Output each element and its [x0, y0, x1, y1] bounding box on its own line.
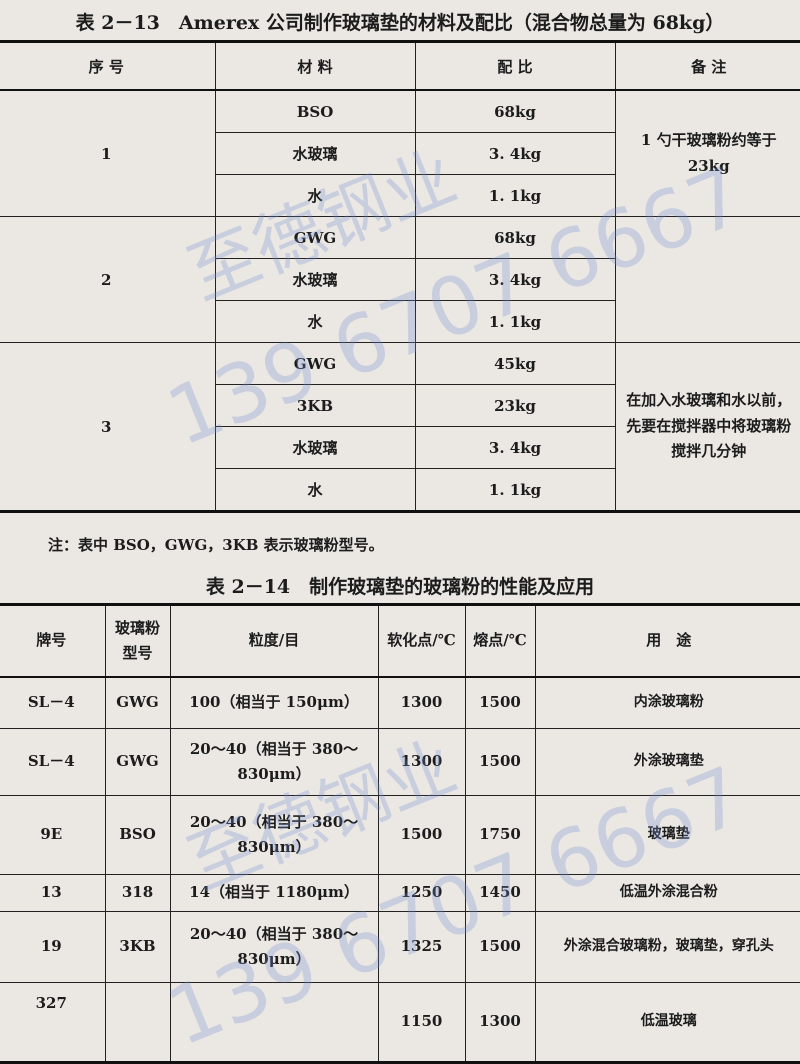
remark-cell: 在加入水玻璃和水以前，先要在搅拌器中将玻璃粉搅拌几分钟: [614, 342, 800, 512]
table-cell: 100（相当于 150μm）: [169, 676, 379, 729]
table-cell: 9E: [0, 795, 106, 875]
table-cell: SL－4: [0, 676, 106, 729]
table1-note: 注：表中 BSO，GWG，3KB 表示玻璃粉型号。: [48, 536, 384, 554]
ratio-cell: 3. 4kg: [414, 426, 615, 469]
ratio-cell: 3. 4kg: [414, 258, 615, 301]
column-header: 玻璃粉型号: [104, 604, 171, 678]
table-row: 水玻璃 3. 4kg: [0, 132, 800, 175]
table-cell: 外涂玻璃垫: [534, 728, 800, 796]
ratio-cell: 68kg: [414, 216, 616, 259]
table-row: SL－4 GWG 100（相当于 150μm） 1300 1500 内涂玻璃粉: [0, 676, 800, 729]
table-cell: 1500: [377, 795, 466, 875]
table-cell: 1500: [464, 676, 536, 729]
material-cell: 3KB: [215, 384, 416, 427]
table-cell: [104, 982, 171, 1063]
table-cell: 外涂混合玻璃粉，玻璃垫，穿孔头: [534, 911, 800, 983]
material-cell: 水玻璃: [215, 258, 416, 301]
table-cell: GWG: [104, 728, 171, 796]
table-cell: 13: [0, 874, 106, 912]
table-row: 1 BSO 68kg 1 勺干玻璃粉约等于 23kg: [0, 89, 800, 217]
material-cell: 水: [215, 300, 416, 343]
table-cell: 玻璃垫: [534, 795, 800, 875]
table-cell: 327: [0, 982, 106, 1063]
table-cell: 低温玻璃: [534, 982, 800, 1063]
table-row: 水玻璃 3. 4kg: [0, 426, 800, 469]
remark-cell: [614, 216, 800, 343]
row-number: 3: [0, 342, 216, 512]
table-cell: 1300: [377, 728, 466, 796]
ratio-cell: 45kg: [414, 342, 616, 385]
table-cell: 1250: [377, 874, 466, 912]
table-cell: 1325: [377, 911, 466, 983]
table1-title: 表 2－13 Amerex 公司制作玻璃垫的材料及配比（混合物总量为 68kg）: [75, 12, 725, 34]
table-cell: 内涂玻璃粉: [534, 676, 800, 729]
material-cell: 水玻璃: [215, 132, 416, 175]
glass-powder-table: 牌号 玻璃粉型号 粒度/目 软化点/℃ 熔点/℃ 用 途 SL－4 GWG 100（相当于 1…: [0, 603, 800, 1064]
table-cell: 1500: [464, 728, 536, 796]
row-number: 1: [0, 89, 216, 217]
table-cell: 20～40（相当于 380～830μm）: [169, 795, 379, 875]
table-row: 2 GWG 68kg: [0, 216, 800, 343]
column-header: 粒度/目: [169, 604, 379, 678]
table-cell: SL－4: [0, 728, 106, 796]
column-header: 熔点/℃: [464, 604, 536, 678]
material-cell: GWG: [214, 342, 416, 385]
column-header: 材 料: [214, 41, 416, 91]
table-row: 水 1. 1kg: [0, 468, 800, 512]
column-header: 软化点/℃: [377, 604, 466, 678]
table-row: 19 3KB 20～40（相当于 380～830μm） 1325 1500 外涂混合玻璃粉…: [0, 911, 800, 983]
ratio-cell: 68kg: [414, 89, 616, 133]
table-cell: 20～40（相当于 380～830μm）: [169, 728, 379, 796]
ratio-cell: 23kg: [414, 384, 615, 427]
table-cell: 3KB: [104, 911, 171, 983]
remark-cell: 1 勺干玻璃粉约等于 23kg: [614, 89, 800, 217]
table-row: 13 318 14（相当于 1180μm） 1250 1450 低温外涂混合粉: [0, 874, 800, 912]
table-row: 水 1. 1kg: [0, 300, 800, 343]
ratio-cell: 1. 1kg: [414, 174, 615, 217]
table2-title: 表 2－14 制作玻璃垫的玻璃粉的性能及应用: [205, 576, 595, 598]
table-cell: 1300: [377, 676, 466, 729]
table-row: 3 GWG 45kg 在加入水玻璃和水以前，先要在搅拌器中将玻璃粉搅拌几分钟: [0, 342, 800, 512]
row-number: 2: [0, 216, 216, 343]
material-cell: BSO: [214, 89, 416, 133]
material-cell: GWG: [214, 216, 416, 259]
column-header: 牌号: [0, 604, 106, 678]
table-cell: 1150: [377, 982, 466, 1063]
column-header: 序 号: [0, 41, 216, 91]
column-header: 配 比: [414, 41, 616, 91]
table-cell: BSO: [104, 795, 171, 875]
material-cell: 水: [215, 468, 416, 512]
table-cell: 318: [104, 874, 171, 912]
table-cell: 1300: [464, 982, 536, 1063]
column-header: 用 途: [534, 604, 800, 678]
table-row: 327 1150 1300 低温玻璃: [0, 982, 800, 1063]
ratio-cell: 1. 1kg: [414, 300, 615, 343]
table-row: 9E BSO 20～40（相当于 380～830μm） 1500 1750 玻璃垫: [0, 795, 800, 875]
material-cell: 水: [215, 174, 416, 217]
ratio-cell: 3. 4kg: [414, 132, 615, 175]
table-cell: 20～40（相当于 380～830μm）: [169, 911, 379, 983]
table-cell: GWG: [104, 676, 171, 729]
material-cell: 水玻璃: [215, 426, 416, 469]
table-row: SL－4 GWG 20～40（相当于 380～830μm） 1300 1500 外涂玻璃垫: [0, 728, 800, 796]
table-row: 3KB 23kg: [0, 384, 800, 427]
table-cell: 1750: [464, 795, 536, 875]
table-cell: 1450: [464, 874, 536, 912]
table-cell: [169, 982, 379, 1063]
table-cell: 低温外涂混合粉: [534, 874, 800, 912]
table-cell: 14（相当于 1180μm）: [169, 874, 379, 912]
table-cell: 19: [0, 911, 106, 983]
table-cell: 1500: [464, 911, 536, 983]
ratio-cell: 1. 1kg: [414, 468, 615, 512]
materials-table: 序 号材 料配 比备 注 1 BSO 68kg 1 勺干玻璃粉约等于 23kg 水玻璃 3…: [0, 40, 800, 513]
column-header: 备 注: [614, 41, 800, 91]
